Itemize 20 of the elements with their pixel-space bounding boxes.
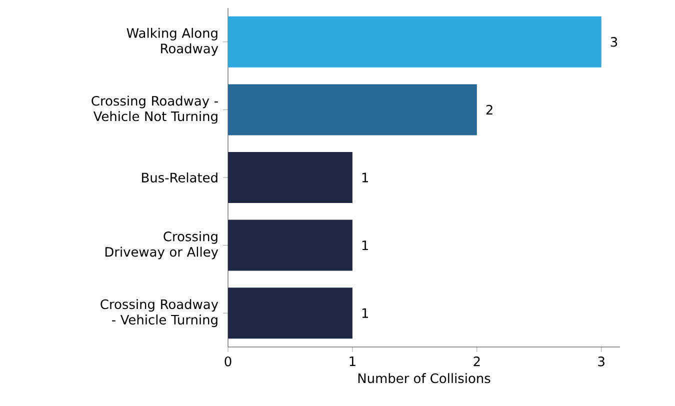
x-tick-label: 0 <box>224 356 232 366</box>
x-tick-label: 1 <box>350 356 356 366</box>
x-tick-label: 3 <box>598 356 604 366</box>
bar <box>228 16 602 68</box>
y-tick-label: Crossing Roadway - Vehicle Turning <box>100 299 218 328</box>
bar <box>228 152 352 203</box>
x-tick-label: 2 <box>474 356 480 366</box>
y-tick-label: Walking Along Roadway <box>126 28 218 56</box>
y-tick-label: Bus-Related <box>142 172 218 183</box>
data-label: 1 <box>362 172 368 182</box>
data-label: 2 <box>486 104 492 115</box>
bar <box>228 288 352 339</box>
y-tick-label: Crossing Driveway or Alley <box>105 231 218 260</box>
data-label: 1 <box>362 308 368 318</box>
x-axis-title: Number of Collisions <box>358 373 490 384</box>
data-label: 1 <box>362 240 368 250</box>
y-tick-label: Crossing Roadway - Vehicle Not Turning <box>92 96 218 124</box>
bar <box>228 84 477 136</box>
bar <box>228 220 352 271</box>
data-label: 3 <box>610 37 618 47</box>
